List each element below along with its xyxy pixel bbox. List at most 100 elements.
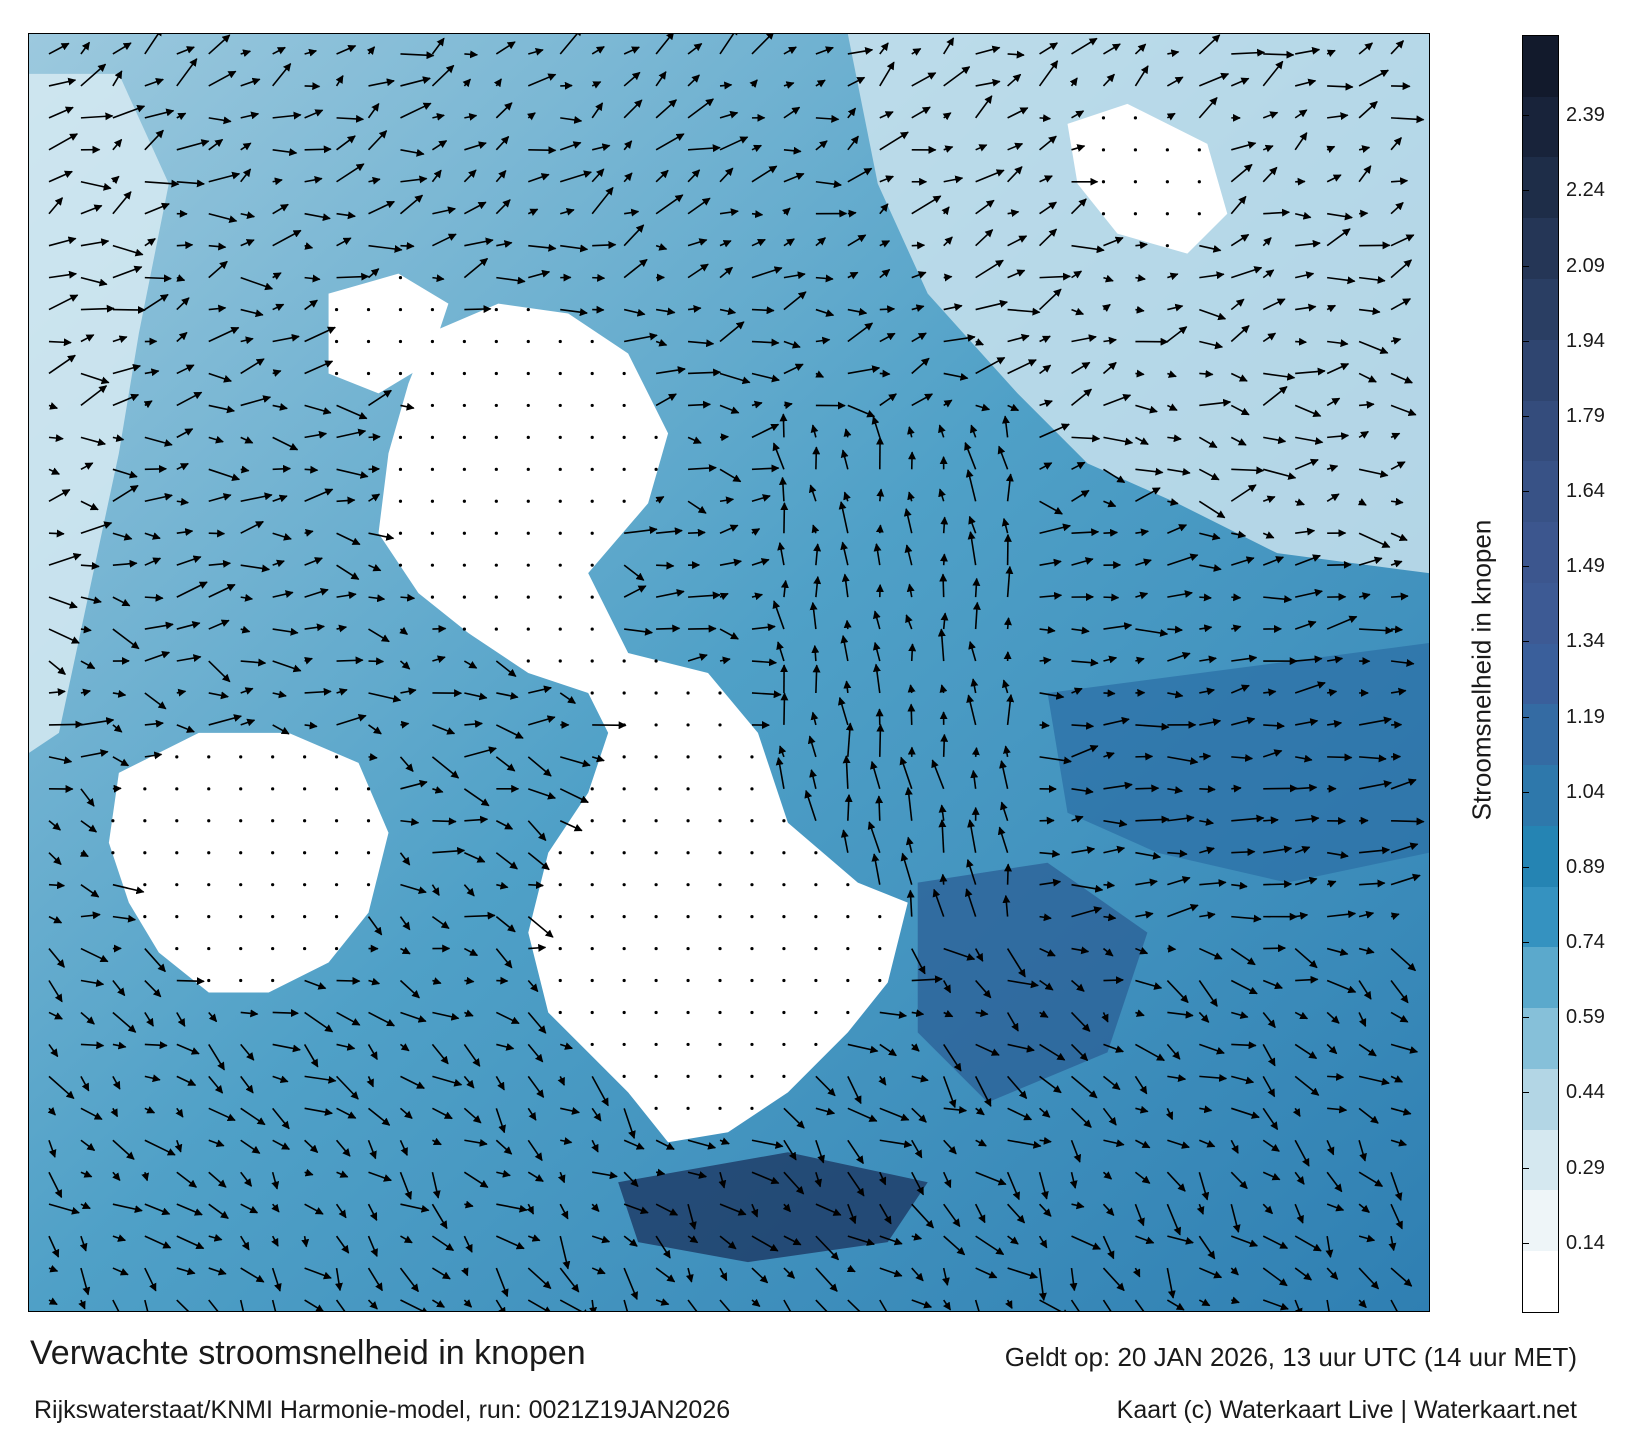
current-arrow [1167, 904, 1199, 918]
grid-dot [366, 371, 371, 376]
current-arrow [1135, 369, 1145, 378]
colorbar-tick-label: 0.44 [1566, 1081, 1605, 1104]
current-arrow [144, 179, 180, 188]
grid-dot [175, 851, 179, 855]
current-arrow [879, 111, 894, 119]
current-arrow [591, 168, 605, 183]
current-arrow [528, 943, 547, 952]
current-arrow [1039, 201, 1057, 215]
current-arrow [876, 488, 885, 502]
current-arrow [1390, 234, 1415, 247]
current-arrow [208, 212, 238, 224]
current-arrow [1002, 894, 1011, 917]
current-arrow [240, 49, 252, 58]
grid-dot [686, 755, 690, 759]
grid-dot [1133, 116, 1138, 120]
current-arrow [368, 78, 395, 87]
current-arrow [1199, 593, 1212, 602]
current-arrow [655, 243, 668, 251]
grid-dot [494, 339, 498, 344]
current-arrow [751, 165, 778, 183]
grid-dot [814, 1042, 818, 1047]
current-arrow [48, 915, 63, 924]
current-arrow [719, 34, 739, 55]
current-arrow [336, 976, 361, 985]
current-arrow [431, 169, 442, 183]
current-arrow [336, 163, 365, 183]
grid-dot [782, 1042, 786, 1047]
current-arrow [1103, 274, 1114, 283]
current-arrow [911, 332, 927, 343]
current-arrow [176, 621, 201, 630]
current-arrow [815, 140, 828, 151]
grid-dot [271, 787, 275, 791]
current-arrow [719, 404, 740, 414]
colorbar-segment [1523, 339, 1558, 401]
current-arrow [1231, 556, 1255, 566]
colorbar-tick-mark [1522, 190, 1529, 192]
grid-dot [143, 915, 147, 919]
current-arrow [336, 656, 364, 665]
current-arrow [872, 610, 881, 630]
current-arrow [80, 947, 109, 963]
current-arrow [871, 416, 881, 438]
grid-dot [814, 946, 818, 951]
grid-dot [686, 978, 690, 983]
current-arrow [940, 516, 949, 534]
grid-dot [750, 978, 754, 983]
current-arrow [1071, 144, 1086, 152]
current-arrow [655, 588, 685, 598]
current-arrow [623, 332, 658, 343]
current-arrow [719, 628, 739, 640]
current-arrow [623, 46, 640, 55]
grid-dot [430, 467, 435, 471]
current-arrow [1262, 556, 1285, 566]
current-arrow [623, 140, 633, 151]
current-arrow [751, 558, 770, 566]
current-arrow [1295, 211, 1312, 220]
current-arrow [997, 445, 1009, 470]
current-arrow [1071, 883, 1104, 893]
grid-dot [686, 946, 690, 951]
grid-dot [366, 307, 371, 312]
current-arrow [1390, 778, 1417, 790]
current-arrow [1102, 947, 1114, 957]
current-arrow [80, 660, 96, 670]
current-arrow [879, 393, 897, 407]
current-arrow [432, 112, 445, 121]
current-arrow [810, 424, 819, 438]
current-arrow [847, 76, 866, 87]
current-arrow [1359, 275, 1386, 284]
grid-dot [398, 563, 403, 567]
current-arrow [144, 274, 172, 283]
colorbar-segment [1523, 218, 1558, 279]
current-arrow [48, 42, 70, 55]
current-arrow [240, 276, 274, 291]
current-arrow [719, 240, 732, 248]
grid-dot [175, 755, 179, 759]
grid-dot [622, 787, 626, 791]
current-arrow [208, 468, 241, 482]
current-arrow [1102, 73, 1115, 87]
current-arrow [400, 102, 432, 119]
current-arrow [943, 947, 976, 961]
grid-dot [303, 915, 307, 919]
colorbar-segment [1523, 1129, 1558, 1191]
current-arrow [1135, 851, 1162, 860]
current-arrow [240, 1009, 259, 1018]
current-arrow [1071, 388, 1093, 407]
current-arrow [1199, 718, 1222, 727]
current-arrow [879, 131, 909, 151]
current-arrow [687, 98, 714, 119]
current-arrow [1167, 849, 1188, 858]
current-arrow [751, 238, 766, 247]
current-arrow [1358, 430, 1369, 439]
current-arrow [400, 779, 428, 790]
current-arrow [272, 303, 285, 312]
current-arrow [1039, 1010, 1049, 1018]
current-arrow [1326, 363, 1350, 375]
grid-dot [1101, 180, 1106, 184]
current-arrow [872, 641, 881, 662]
current-arrow [368, 532, 395, 541]
current-arrow [1038, 228, 1058, 247]
